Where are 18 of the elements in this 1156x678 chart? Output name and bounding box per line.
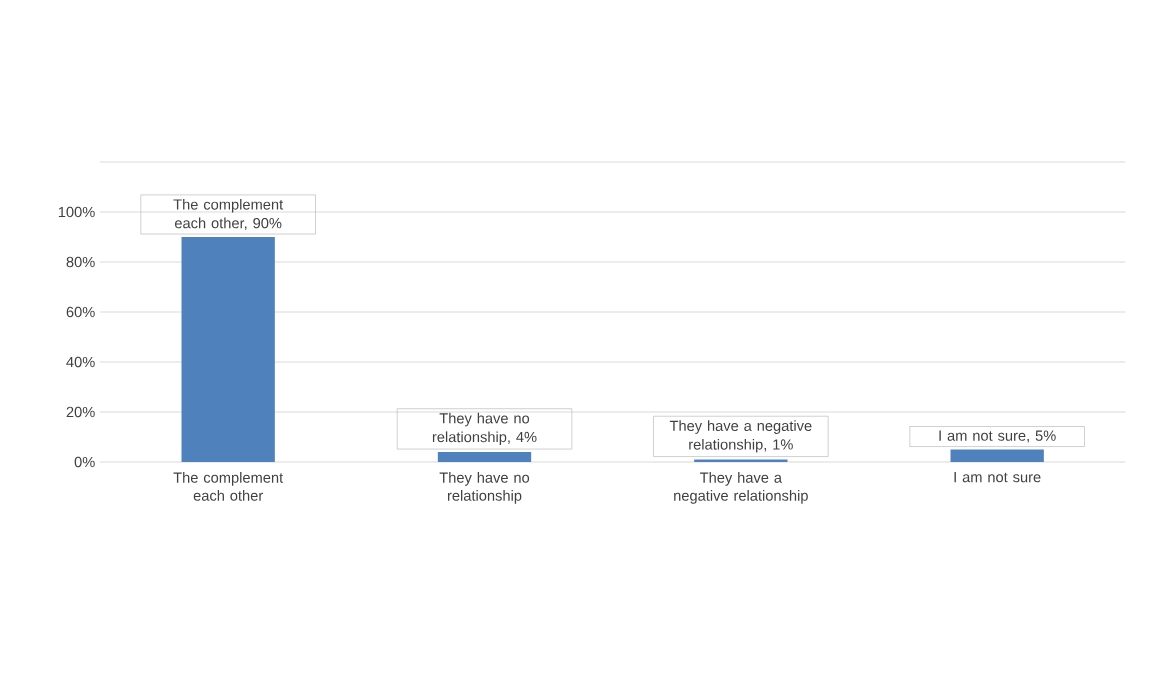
x-tick-label: I am not sure <box>954 472 1041 483</box>
y-tick-label: 100% <box>58 206 95 218</box>
bar <box>950 449 1044 462</box>
bar <box>181 236 275 462</box>
y-tick-label: 80% <box>66 256 95 268</box>
data-label: The complement each other, 90% <box>173 198 284 231</box>
bar <box>694 459 788 462</box>
bar <box>437 452 532 462</box>
y-tick-label: 60% <box>66 306 95 318</box>
x-tick-label: They have no relationship <box>439 472 530 504</box>
x-tick-label: They have a negative relationship <box>674 472 808 504</box>
y-tick-label: 0% <box>74 456 95 468</box>
y-tick-label: 20% <box>66 406 95 418</box>
data-label: They have a negative relationship, 1% <box>669 420 812 453</box>
y-tick-label: 40% <box>66 356 95 368</box>
data-label: They have no relationship, 4% <box>432 412 537 446</box>
data-label: I am not sure, 5% <box>939 430 1056 443</box>
x-tick-label: The complement each other <box>173 472 284 501</box>
